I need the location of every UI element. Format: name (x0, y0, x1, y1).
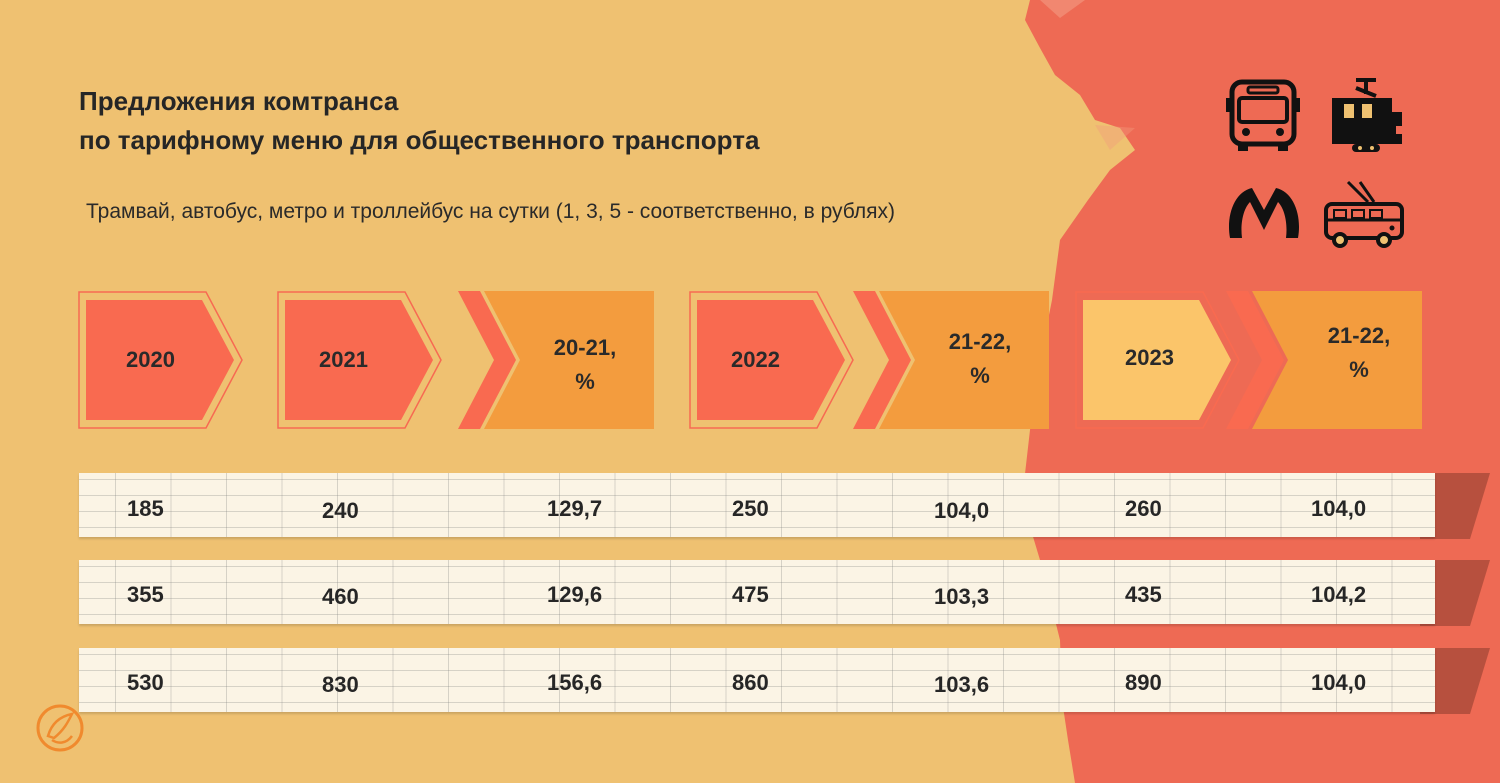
header-line-1: 21-22, (948, 329, 1012, 354)
table-cell: 460 (322, 584, 359, 609)
header-line-2: % (575, 369, 595, 395)
logo-icon (36, 704, 84, 752)
table-cell: 103,3 (934, 584, 990, 609)
header-line-1: 2023 (1125, 345, 1174, 370)
header-label: 21-22, % (925, 325, 1035, 393)
table-cell: 475 (732, 582, 769, 607)
header-label: 2022 (703, 343, 808, 377)
header-line-1: 2020 (126, 347, 175, 372)
table-cell: 156,6 (547, 670, 603, 695)
title-line-1: Предложения комтранса (79, 86, 399, 116)
header-change-21-22-b: 21-22, % (1226, 291, 1422, 429)
table-cell: 830 (322, 672, 359, 697)
tram-icon (1332, 78, 1402, 152)
row-shadow (1420, 560, 1490, 626)
table-cell: 355 (127, 582, 164, 607)
header-change-20-21: 20-21, % (458, 291, 654, 429)
trolleybus-icon (1324, 180, 1404, 248)
table-row: 185 240 129,7 250 104,0 260 104,0 (79, 473, 1435, 537)
header-label: 2021 (291, 343, 396, 377)
table-cell: 260 (1125, 496, 1162, 521)
header-change-21-22: 21-22, % (853, 291, 1049, 429)
bus-icon (1226, 79, 1300, 151)
header-label: 20-21, % (530, 331, 640, 399)
header-2023: 2023 (1075, 291, 1241, 429)
header-line-1: 2022 (731, 347, 780, 372)
table-cell: 860 (732, 670, 769, 695)
header-line-2: % (970, 363, 990, 389)
table-cell: 104,0 (934, 498, 990, 523)
table-cell: 129,7 (547, 496, 603, 521)
header-2020: 2020 (78, 291, 244, 429)
table-row: 530 830 156,6 860 103,6 890 104,0 (79, 648, 1435, 712)
header-2022: 2022 (689, 291, 855, 429)
metro-icon (1228, 188, 1300, 238)
table-cell: 103,6 (934, 672, 990, 697)
row-shadow (1420, 648, 1490, 714)
table-cell: 435 (1125, 582, 1162, 607)
table-cell: 129,6 (547, 582, 603, 607)
page-title: Предложения комтранса по тарифному меню … (79, 82, 759, 160)
table-cell: 250 (732, 496, 769, 521)
table-cell: 185 (127, 496, 164, 521)
header-line-1: 21-22, (1327, 323, 1391, 348)
header-label: 2020 (98, 343, 203, 377)
table-cell: 104,0 (1311, 496, 1367, 521)
header-label: 2023 (1097, 341, 1202, 375)
table-cell: 240 (322, 498, 359, 523)
header-2021: 2021 (277, 291, 443, 429)
header-line-1: 20-21, (553, 335, 617, 360)
header-line-1: 2021 (319, 347, 368, 372)
subtitle: Трамвай, автобус, метро и троллейбус на … (86, 200, 895, 223)
header-label: 21-22, % (1304, 319, 1414, 387)
table-row: 355 460 129,6 475 103,3 435 104,2 (79, 560, 1435, 624)
header-line-2: % (1349, 357, 1369, 383)
table-cell: 890 (1125, 670, 1162, 695)
row-shadow (1420, 473, 1490, 539)
table-cell: 104,2 (1311, 582, 1367, 607)
table-cell: 530 (127, 670, 164, 695)
title-line-2: по тарифному меню для общественного тран… (79, 125, 760, 155)
table-cell: 104,0 (1311, 670, 1367, 695)
